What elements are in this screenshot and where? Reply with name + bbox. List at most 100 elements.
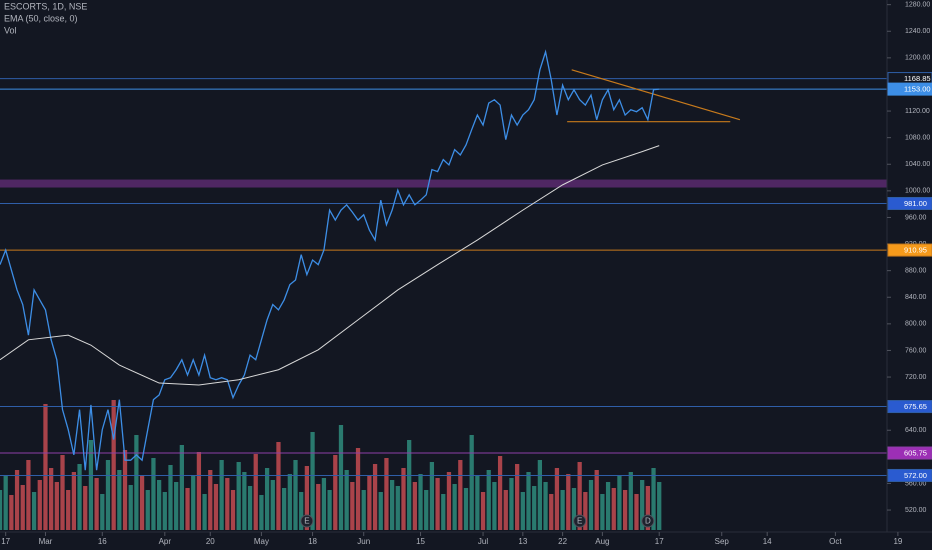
level-label: 1153.00 bbox=[904, 85, 931, 94]
legend-vol: Vol bbox=[4, 25, 17, 35]
volume-bar bbox=[617, 476, 622, 530]
volume-bar bbox=[49, 468, 54, 530]
volume-bar bbox=[645, 486, 650, 530]
volume-bar bbox=[651, 468, 656, 530]
volume-bar bbox=[225, 478, 230, 530]
volume-bar bbox=[605, 482, 611, 530]
volume-bar bbox=[247, 486, 253, 530]
volume-bar bbox=[475, 475, 480, 530]
volume-bar bbox=[282, 488, 287, 530]
x-tick-label: 19 bbox=[893, 537, 902, 546]
volume-bar bbox=[634, 494, 639, 530]
y-tick-label: 1080.00 bbox=[905, 134, 930, 141]
y-tick-label: 1240.00 bbox=[905, 28, 930, 35]
volume-bar bbox=[588, 480, 594, 530]
volume-bar bbox=[253, 454, 258, 530]
volume-bar bbox=[139, 475, 145, 530]
volume-bar bbox=[452, 484, 457, 530]
volume-bar bbox=[168, 465, 173, 530]
y-tick-label: 1280.00 bbox=[905, 1, 930, 8]
volume-bar bbox=[122, 450, 128, 530]
volume-bar bbox=[71, 472, 77, 530]
x-tick-label: May bbox=[254, 537, 269, 546]
volume-bar bbox=[515, 464, 520, 530]
x-tick-label: Aug bbox=[595, 537, 609, 546]
volume-bar bbox=[321, 478, 327, 530]
volume-bar bbox=[230, 490, 236, 530]
x-tick-label: 22 bbox=[558, 537, 567, 546]
volume-bar bbox=[378, 492, 383, 530]
x-tick-label: 17 bbox=[1, 537, 10, 546]
volume-bar bbox=[31, 492, 37, 530]
event-label: E bbox=[304, 517, 309, 526]
level-label: 572.00 bbox=[904, 471, 927, 480]
volume-bar bbox=[429, 462, 435, 530]
volume-bar bbox=[424, 490, 429, 530]
y-tick-label: 640.00 bbox=[905, 427, 927, 434]
volume-bar bbox=[628, 472, 633, 530]
volume-bar bbox=[554, 468, 560, 530]
volume-bar bbox=[418, 474, 423, 530]
y-tick-label: 800.00 bbox=[905, 321, 927, 328]
volume-bar bbox=[100, 494, 105, 530]
volume-bar bbox=[111, 400, 116, 530]
level-label-box bbox=[887, 468, 932, 482]
y-tick-label: 520.00 bbox=[905, 507, 927, 514]
ema-line bbox=[0, 145, 660, 386]
volume-bar bbox=[3, 475, 8, 530]
volume-bar bbox=[54, 482, 59, 530]
volume-bar bbox=[259, 495, 264, 530]
volume-bar bbox=[151, 458, 156, 530]
event-label: E bbox=[577, 517, 582, 526]
volume-bar bbox=[611, 488, 616, 530]
volume-bar bbox=[407, 440, 412, 530]
volume-bar bbox=[344, 470, 349, 530]
level-label: 1168.85 bbox=[904, 74, 931, 83]
volume-bar bbox=[117, 470, 122, 530]
volume-bar bbox=[196, 452, 202, 530]
x-tick-label: Jul bbox=[478, 537, 488, 546]
volume-bar bbox=[469, 435, 474, 530]
x-tick-label: 16 bbox=[98, 537, 107, 546]
trendline bbox=[571, 69, 741, 121]
volume-bar bbox=[543, 482, 548, 530]
legend-ema: EMA (50, close, 0) bbox=[4, 13, 78, 23]
volume-bar bbox=[355, 448, 361, 530]
price-line bbox=[0, 49, 660, 471]
x-tick-label: Mar bbox=[39, 537, 53, 546]
volume-bar bbox=[174, 482, 179, 530]
volume-bar bbox=[162, 492, 167, 530]
volume-bar bbox=[20, 485, 25, 530]
volume-bar bbox=[571, 488, 577, 530]
volume-bar bbox=[77, 464, 82, 530]
volume-bar bbox=[520, 492, 525, 530]
volume-bar bbox=[600, 494, 605, 530]
volume-bar bbox=[276, 442, 281, 530]
volume-bar bbox=[179, 445, 184, 530]
x-tick-label: 13 bbox=[518, 537, 527, 546]
volume-bar bbox=[128, 485, 133, 530]
volume-bar bbox=[293, 460, 298, 530]
y-tick-label: 1200.00 bbox=[905, 55, 930, 62]
volume-bar bbox=[526, 472, 531, 530]
x-tick-label: Sep bbox=[715, 537, 730, 546]
level-label: 910.95 bbox=[904, 246, 927, 255]
level-label-box bbox=[887, 400, 932, 414]
volume-bar bbox=[497, 456, 503, 530]
event-marker bbox=[641, 514, 655, 528]
volume-bar bbox=[134, 435, 139, 530]
x-tick-label: 18 bbox=[308, 537, 317, 546]
level-label: 675.65 bbox=[904, 402, 927, 411]
volume-bar bbox=[316, 484, 321, 530]
volume-bar bbox=[83, 486, 88, 530]
event-label: D bbox=[645, 517, 651, 526]
volume-bar bbox=[532, 486, 537, 530]
volume-bar bbox=[446, 472, 452, 530]
zone-band bbox=[0, 179, 887, 188]
volume-bar bbox=[577, 462, 582, 530]
y-tick-label: 1120.00 bbox=[905, 108, 930, 115]
volume-bar bbox=[458, 460, 463, 530]
volume-bar bbox=[191, 475, 196, 530]
